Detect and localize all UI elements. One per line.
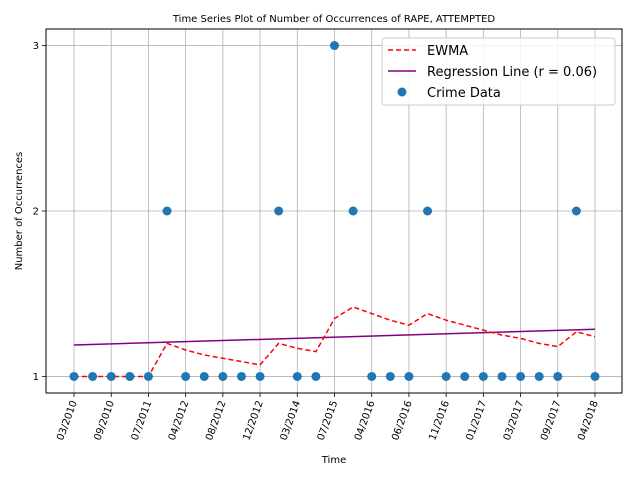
crime-data-point <box>311 371 321 381</box>
crime-data-point <box>143 371 153 381</box>
crime-data-point <box>441 371 451 381</box>
chart-title: Time Series Plot of Number of Occurrence… <box>172 14 496 25</box>
legend-swatch-crime-data <box>397 87 407 97</box>
crime-data-point <box>385 371 395 381</box>
y-tick-label: 1 <box>33 372 39 383</box>
legend: EWMA Regression Line (r = 0.06) Crime Da… <box>381 37 616 106</box>
crime-data-point <box>590 371 600 381</box>
legend-label-ewma: EWMA <box>427 44 468 59</box>
legend-label-crime-data: Crime Data <box>427 86 501 101</box>
crime-data-point <box>199 371 209 381</box>
regression-line <box>73 328 596 346</box>
crime-data-point <box>106 371 116 381</box>
crime-data-point <box>236 371 246 381</box>
crime-data-point <box>125 371 135 381</box>
ewma-line <box>74 306 596 378</box>
crime-data-point <box>274 206 284 216</box>
crime-data-point <box>404 371 414 381</box>
crime-data-point <box>460 371 470 381</box>
crime-data-point <box>534 371 544 381</box>
crime-data-point <box>367 371 377 381</box>
crime-data-point <box>497 371 507 381</box>
crime-data-point <box>330 41 339 51</box>
y-tick-label: 3 <box>33 41 39 52</box>
y-axis-ticks: 1 2 3 <box>33 41 46 383</box>
plot-area <box>69 41 600 381</box>
crime-data-point <box>255 371 265 381</box>
crime-data-point <box>292 371 302 381</box>
legend-box <box>381 37 616 106</box>
crime-data-point <box>348 206 358 216</box>
y-axis-label: Number of Occurrences <box>14 152 25 271</box>
crime-data-point <box>181 371 191 381</box>
legend-label-regression: Regression Line (r = 0.06) <box>427 65 597 80</box>
crime-data-point <box>88 371 98 381</box>
x-axis-label: Time <box>321 455 346 466</box>
crime-data-point <box>571 206 581 216</box>
crime-data-point <box>162 206 172 216</box>
crime-data-point <box>553 371 563 381</box>
crime-data-point <box>478 371 488 381</box>
crime-data-point <box>516 371 526 381</box>
crime-data-point <box>423 206 433 216</box>
crime-data-point <box>69 371 79 381</box>
crime-data-point <box>218 371 228 381</box>
y-tick-label: 2 <box>33 207 39 218</box>
